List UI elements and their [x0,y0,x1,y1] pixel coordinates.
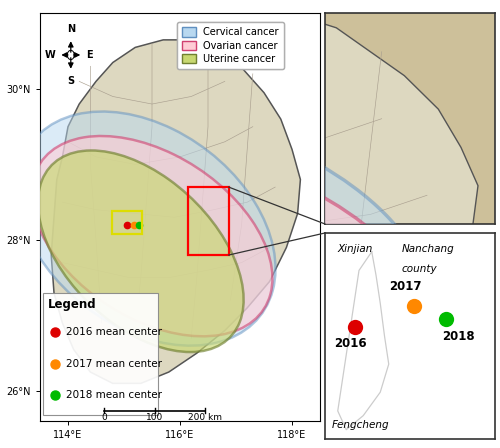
Text: 2018: 2018 [442,330,475,343]
Ellipse shape [32,136,272,336]
Text: Nanchang: Nanchang [402,244,454,254]
Text: Xinjian: Xinjian [338,244,373,254]
Text: E: E [86,50,93,60]
Ellipse shape [0,149,363,405]
Ellipse shape [0,99,428,396]
Text: 2017 mean center: 2017 mean center [66,359,162,369]
Ellipse shape [0,130,422,384]
Text: Fengcheng: Fengcheng [332,420,390,430]
Text: 200 km: 200 km [188,414,222,422]
Text: 2016 mean center: 2016 mean center [66,327,162,337]
Bar [44,293,158,415]
Text: S: S [67,76,74,86]
Text: 2017: 2017 [390,280,422,293]
Ellipse shape [38,151,244,352]
Text: 2016: 2016 [334,337,367,350]
Polygon shape [51,40,300,383]
Text: W: W [44,50,55,60]
Ellipse shape [18,112,276,346]
Text: 100: 100 [146,414,164,422]
Text: 0: 0 [102,414,107,422]
Bar [112,211,142,234]
Bar [188,187,228,255]
Text: N: N [66,24,75,34]
Legend: Cervical cancer, Ovarian cancer, Uterine cancer: Cervical cancer, Ovarian cancer, Uterine… [177,22,284,69]
Text: county: county [402,264,437,274]
Text: 2018 mean center: 2018 mean center [66,391,162,401]
Text: Legend: Legend [48,298,96,311]
Polygon shape [0,9,478,444]
